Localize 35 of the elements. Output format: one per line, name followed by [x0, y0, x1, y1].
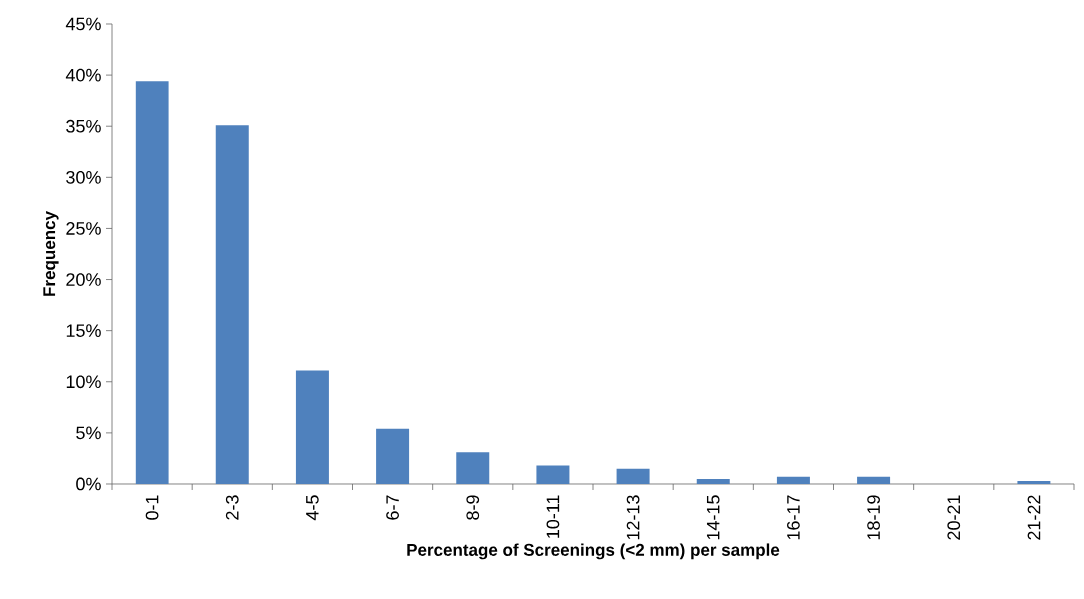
- x-tick-label: 2-3: [225, 495, 239, 520]
- x-tick-label: 0-1: [145, 495, 159, 520]
- y-tick-label: 5%: [76, 426, 101, 440]
- y-tick-label: 30%: [66, 170, 101, 184]
- y-tick-label: 20%: [66, 273, 101, 286]
- x-tick-label: 18-19: [867, 495, 880, 540]
- bar: [776, 476, 810, 484]
- x-tick-label: 16-17: [787, 495, 800, 540]
- bar: [215, 125, 249, 484]
- bar: [857, 476, 891, 484]
- x-tick-label: 6-7: [386, 495, 399, 520]
- bar: [1017, 480, 1051, 484]
- y-tick-label: 40%: [65, 68, 101, 82]
- y-tick-label: 10%: [66, 375, 101, 389]
- x-tick-label: 4-5: [306, 495, 319, 521]
- x-tick-label: 12-13: [626, 495, 640, 540]
- bar: [135, 81, 169, 484]
- x-tick-label: 14-15: [706, 495, 720, 540]
- bar: [536, 465, 570, 484]
- bar: [376, 428, 410, 484]
- bar: [295, 370, 329, 484]
- bar: [616, 468, 650, 484]
- x-axis-title: Percentage of Screenings (<2 mm) per sample: [407, 543, 780, 560]
- x-tick-label: 21-22: [1027, 495, 1041, 540]
- bar: [696, 478, 730, 484]
- x-tick-label: 20-21: [947, 495, 961, 540]
- x-tick-label: 8-9: [466, 495, 480, 520]
- y-tick-label: 0%: [76, 477, 101, 491]
- y-tick-label: 45%: [65, 17, 101, 31]
- y-axis-title: Frequency: [43, 211, 59, 296]
- y-tick-label: 15%: [66, 324, 101, 337]
- y-tick-label: 25%: [66, 222, 101, 235]
- bar: [456, 452, 490, 484]
- y-tick-label: 35%: [66, 119, 101, 133]
- x-tick-label: 10-11: [546, 495, 560, 538]
